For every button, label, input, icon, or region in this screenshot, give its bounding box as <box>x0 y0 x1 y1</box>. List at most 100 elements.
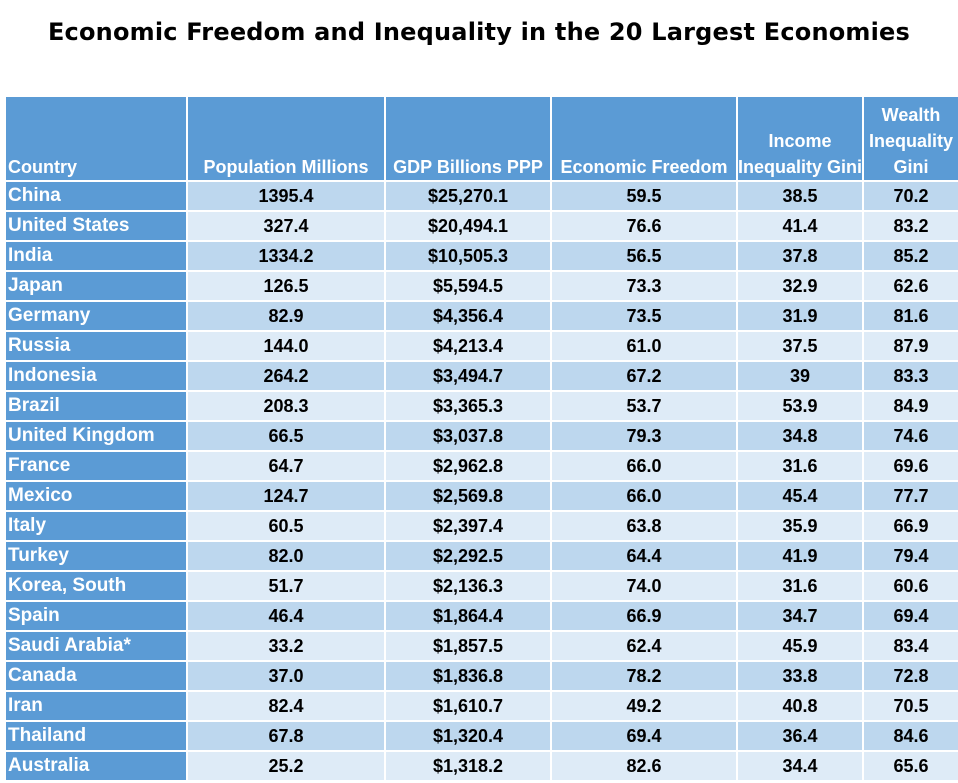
country-cell: Japan <box>4 270 188 302</box>
income-gini-cell: 34.8 <box>736 420 864 452</box>
income-gini-cell: 38.5 <box>736 180 864 212</box>
table-row: India 1334.2 $10,505.3 56.5 37.8 85.2 <box>4 240 958 272</box>
country-cell: Canada <box>4 660 188 692</box>
income-gini-cell: 31.6 <box>736 450 864 482</box>
economic-freedom-cell: 64.4 <box>550 540 738 572</box>
wealth-gini-cell: 85.2 <box>862 240 958 272</box>
gdp-cell: $2,292.5 <box>384 540 552 572</box>
income-gini-cell: 53.9 <box>736 390 864 422</box>
income-gini-cell: 33.8 <box>736 660 864 692</box>
population-cell: 82.4 <box>186 690 386 722</box>
income-gini-cell: 31.9 <box>736 300 864 332</box>
country-cell: Turkey <box>4 540 188 572</box>
table-body: China 1395.4 $25,270.1 59.5 38.5 70.2 United S… <box>4 180 958 782</box>
economic-freedom-cell: 66.0 <box>550 450 738 482</box>
table-row: Iran 82.4 $1,610.7 49.2 40.8 70.5 <box>4 690 958 722</box>
country-cell: Spain <box>4 600 188 632</box>
chart-title: Economic Freedom and Inequality in the 2… <box>47 18 911 46</box>
column-header-income-gini: Income Inequality Gini <box>736 95 864 182</box>
population-cell: 1395.4 <box>186 180 386 212</box>
country-cell: Brazil <box>4 390 188 422</box>
wealth-gini-cell: 83.4 <box>862 630 958 662</box>
economic-freedom-cell: 63.8 <box>550 510 738 542</box>
population-cell: 208.3 <box>186 390 386 422</box>
economic-freedom-cell: 53.7 <box>550 390 738 422</box>
income-gini-cell: 32.9 <box>736 270 864 302</box>
country-cell: Iran <box>4 690 188 722</box>
income-gini-cell: 34.4 <box>736 750 864 782</box>
economic-freedom-cell: 59.5 <box>550 180 738 212</box>
gdp-cell: $25,270.1 <box>384 180 552 212</box>
population-cell: 25.2 <box>186 750 386 782</box>
table-row: United States 327.4 $20,494.1 76.6 41.4 83.2 <box>4 210 958 242</box>
wealth-gini-cell: 84.9 <box>862 390 958 422</box>
economic-freedom-cell: 62.4 <box>550 630 738 662</box>
gdp-cell: $20,494.1 <box>384 210 552 242</box>
gdp-cell: $2,397.4 <box>384 510 552 542</box>
country-cell: United States <box>4 210 188 242</box>
table-row: Australia 25.2 $1,318.2 82.6 34.4 65.6 <box>4 750 958 782</box>
gdp-cell: $1,857.5 <box>384 630 552 662</box>
country-cell: Mexico <box>4 480 188 512</box>
gdp-cell: $1,864.4 <box>384 600 552 632</box>
column-header-gdp: GDP Billions PPP <box>384 95 552 182</box>
wealth-gini-cell: 83.3 <box>862 360 958 392</box>
table-row: Italy 60.5 $2,397.4 63.8 35.9 66.9 <box>4 510 958 542</box>
gdp-cell: $1,318.2 <box>384 750 552 782</box>
wealth-gini-cell: 83.2 <box>862 210 958 242</box>
wealth-gini-cell: 74.6 <box>862 420 958 452</box>
population-cell: 82.9 <box>186 300 386 332</box>
wealth-gini-cell: 69.4 <box>862 600 958 632</box>
economic-freedom-cell: 78.2 <box>550 660 738 692</box>
population-cell: 67.8 <box>186 720 386 752</box>
population-cell: 1334.2 <box>186 240 386 272</box>
wealth-gini-cell: 84.6 <box>862 720 958 752</box>
gdp-cell: $1,610.7 <box>384 690 552 722</box>
column-header-wealth-gini: Wealth Inequality Gini <box>862 95 958 182</box>
header-row: Country Population Millions GDP Billions… <box>4 95 958 182</box>
economic-freedom-cell: 74.0 <box>550 570 738 602</box>
population-cell: 46.4 <box>186 600 386 632</box>
country-cell: Russia <box>4 330 188 362</box>
economic-freedom-cell: 61.0 <box>550 330 738 362</box>
gdp-cell: $3,037.8 <box>384 420 552 452</box>
table-row: Canada 37.0 $1,836.8 78.2 33.8 72.8 <box>4 660 958 692</box>
population-cell: 64.7 <box>186 450 386 482</box>
table-row: Spain 46.4 $1,864.4 66.9 34.7 69.4 <box>4 600 958 632</box>
table-row: China 1395.4 $25,270.1 59.5 38.5 70.2 <box>4 180 958 212</box>
gdp-cell: $3,494.7 <box>384 360 552 392</box>
population-cell: 126.5 <box>186 270 386 302</box>
population-cell: 33.2 <box>186 630 386 662</box>
country-cell: India <box>4 240 188 272</box>
gdp-cell: $1,320.4 <box>384 720 552 752</box>
country-cell: United Kingdom <box>4 420 188 452</box>
column-header-population: Population Millions <box>186 95 386 182</box>
country-cell: Indonesia <box>4 360 188 392</box>
gdp-cell: $2,569.8 <box>384 480 552 512</box>
economic-freedom-cell: 79.3 <box>550 420 738 452</box>
population-cell: 37.0 <box>186 660 386 692</box>
gdp-cell: $1,836.8 <box>384 660 552 692</box>
income-gini-cell: 40.8 <box>736 690 864 722</box>
population-cell: 327.4 <box>186 210 386 242</box>
population-cell: 82.0 <box>186 540 386 572</box>
income-gini-cell: 35.9 <box>736 510 864 542</box>
economic-freedom-cell: 73.3 <box>550 270 738 302</box>
income-gini-cell: 34.7 <box>736 600 864 632</box>
wealth-gini-cell: 60.6 <box>862 570 958 602</box>
income-gini-cell: 37.5 <box>736 330 864 362</box>
income-gini-cell: 31.6 <box>736 570 864 602</box>
gdp-cell: $5,594.5 <box>384 270 552 302</box>
economic-freedom-cell: 73.5 <box>550 300 738 332</box>
country-cell: Saudi Arabia* <box>4 630 188 662</box>
country-cell: Australia <box>4 750 188 782</box>
table-row: Japan 126.5 $5,594.5 73.3 32.9 62.6 <box>4 270 958 302</box>
country-cell: Italy <box>4 510 188 542</box>
wealth-gini-cell: 69.6 <box>862 450 958 482</box>
income-gini-cell: 36.4 <box>736 720 864 752</box>
table-row: Thailand 67.8 $1,320.4 69.4 36.4 84.6 <box>4 720 958 752</box>
wealth-gini-cell: 70.5 <box>862 690 958 722</box>
population-cell: 51.7 <box>186 570 386 602</box>
income-gini-cell: 45.4 <box>736 480 864 512</box>
income-gini-cell: 41.4 <box>736 210 864 242</box>
